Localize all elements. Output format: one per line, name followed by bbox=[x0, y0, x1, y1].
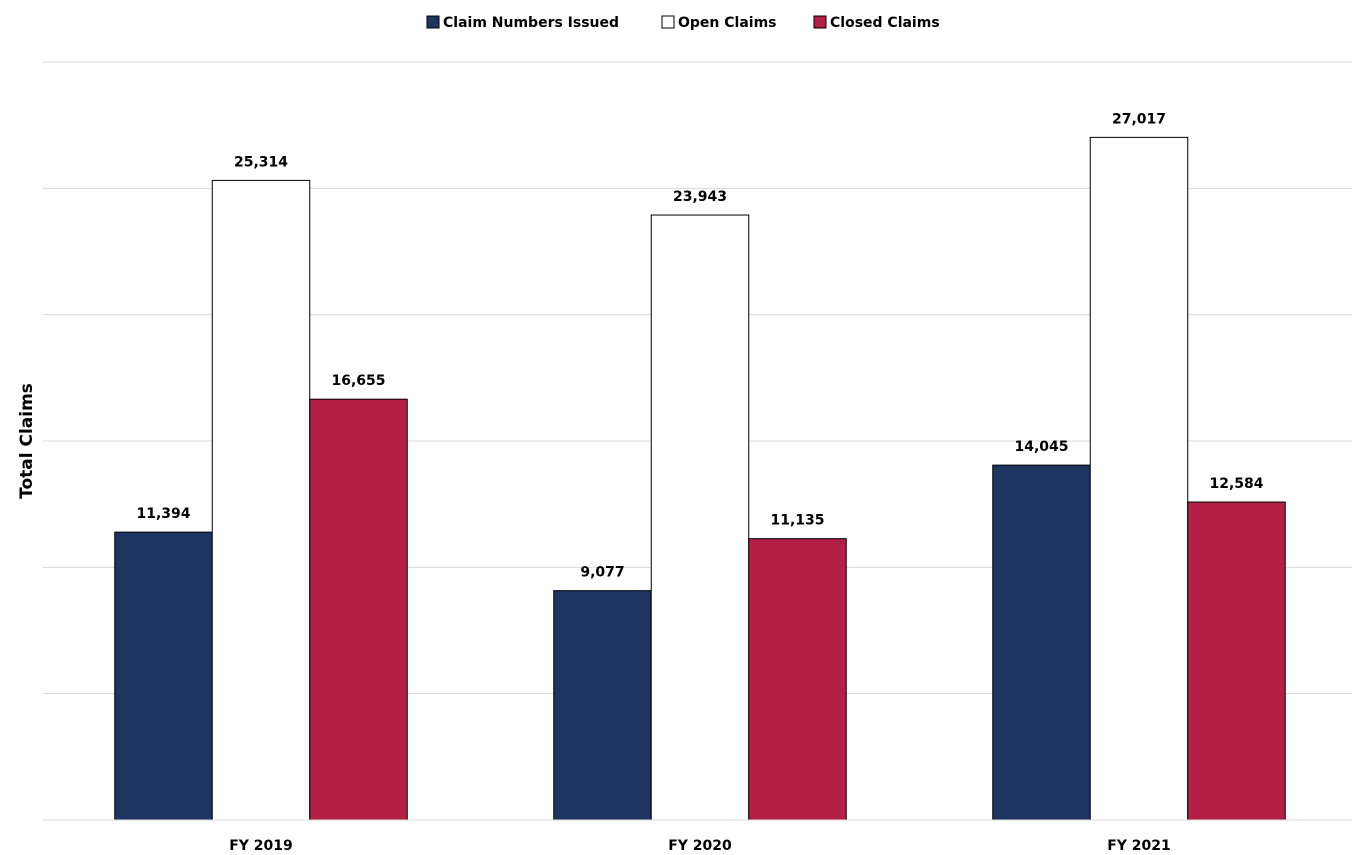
bar-claim-numbers-issued bbox=[114, 531, 213, 821]
data-label-open-claims: 23,943 bbox=[673, 189, 727, 205]
x-tick-label: FY 2020 bbox=[668, 838, 732, 854]
y-axis-title: Total Claims bbox=[17, 383, 37, 499]
x-tick-label: FY 2019 bbox=[229, 838, 293, 854]
data-label-closed-claims: 12,584 bbox=[1209, 476, 1263, 492]
legend-item-open-claims: Open Claims bbox=[661, 15, 777, 31]
bar-closed-claims bbox=[748, 538, 847, 821]
legend-label: Claim Numbers Issued bbox=[443, 15, 619, 31]
data-label-claim-numbers-issued: 14,045 bbox=[1014, 439, 1068, 455]
data-label-claim-numbers-issued: 11,394 bbox=[136, 506, 190, 522]
legend-label: Open Claims bbox=[678, 15, 777, 31]
legend-item-closed-claims: Closed Claims bbox=[813, 15, 940, 31]
data-label-closed-claims: 11,135 bbox=[770, 513, 824, 529]
bar-closed-claims bbox=[1187, 501, 1286, 821]
x-tick-label: FY 2021 bbox=[1107, 838, 1171, 854]
data-label-open-claims: 27,017 bbox=[1112, 111, 1166, 127]
legend-item-claim-numbers-issued: Claim Numbers Issued bbox=[426, 15, 619, 31]
legend: Claim Numbers Issued Open Claims Closed Cl… bbox=[426, 15, 940, 31]
x-axis: FY 2019 FY 2020 FY 2021 bbox=[43, 819, 1352, 854]
data-labels: 11,394 9,077 14,045 25,314 23,943 27,017 16,65… bbox=[136, 111, 1263, 580]
data-label-open-claims: 25,314 bbox=[234, 154, 288, 170]
legend-label: Closed Claims bbox=[830, 15, 940, 31]
bar-closed-claims bbox=[309, 398, 408, 821]
bar-open-claims bbox=[650, 214, 750, 821]
bar-claim-numbers-issued bbox=[992, 464, 1091, 821]
legend-swatch bbox=[813, 15, 827, 29]
bars bbox=[114, 136, 1286, 821]
bar-claim-numbers-issued bbox=[553, 590, 652, 821]
bar-open-claims bbox=[211, 179, 311, 821]
legend-swatch bbox=[661, 15, 675, 29]
data-label-closed-claims: 16,655 bbox=[331, 373, 385, 389]
data-label-claim-numbers-issued: 9,077 bbox=[580, 565, 624, 581]
bar-open-claims bbox=[1089, 136, 1189, 821]
legend-swatch bbox=[426, 15, 440, 29]
